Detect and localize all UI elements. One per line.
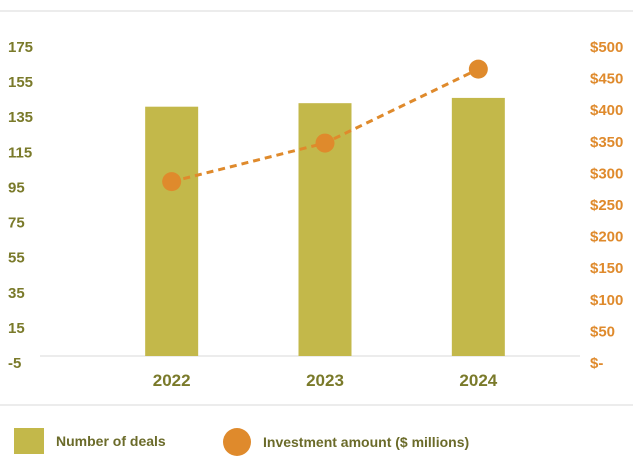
right-tick-label: $350	[590, 134, 623, 151]
left-tick-label: -5	[8, 355, 21, 372]
right-tick-label: $50	[590, 323, 615, 340]
bar	[451, 97, 505, 357]
left-tick-label: 155	[8, 74, 33, 91]
left-tick-label: 75	[8, 215, 25, 232]
legend-label-investment: Investment amount ($ millions)	[263, 434, 470, 450]
right-tick-label: $500	[590, 39, 623, 56]
right-tick-label: $400	[590, 102, 623, 119]
legend-item-investment: Investment amount ($ millions)	[223, 428, 469, 456]
bar-series	[145, 97, 505, 357]
left-tick-label: 115	[8, 144, 32, 161]
left-tick-label: 15	[8, 320, 25, 337]
legend: Number of deals Investment amount ($ mil…	[0, 428, 633, 456]
line-point	[315, 133, 335, 153]
left-tick-label: 35	[8, 285, 25, 302]
right-tick-label: $-	[590, 355, 603, 372]
x-axis: 2022 2023 2024	[153, 371, 498, 390]
left-tick-label: 55	[8, 250, 25, 267]
left-tick-label: 175	[8, 39, 33, 56]
left-tick-label: 95	[8, 179, 25, 196]
bar	[145, 106, 199, 356]
legend-label-deals: Number of deals	[56, 433, 166, 449]
right-tick-label: $450	[590, 71, 623, 88]
left-tick-label: 135	[8, 109, 33, 126]
right-tick-label: $200	[590, 229, 623, 246]
legend-swatch-bar	[14, 428, 44, 454]
right-tick-label: $250	[590, 197, 623, 214]
legend-swatch-dot	[223, 428, 251, 456]
x-tick-label: 2023	[306, 371, 344, 390]
right-tick-label: $300	[590, 165, 623, 182]
right-axis: $- $50 $100 $150 $200 $250 $300 $350 $400 $450 $50…	[590, 39, 623, 372]
left-axis: -5 15 35 55 75 95 115 135 155 175	[8, 39, 33, 372]
legend-item-deals: Number of deals	[14, 428, 166, 454]
x-tick-label: 2024	[459, 371, 497, 390]
x-tick-label: 2022	[153, 371, 191, 390]
right-tick-label: $150	[590, 260, 623, 277]
line-point	[162, 172, 182, 192]
line-point	[468, 59, 488, 79]
right-tick-label: $100	[590, 292, 623, 309]
line-series	[162, 59, 488, 192]
